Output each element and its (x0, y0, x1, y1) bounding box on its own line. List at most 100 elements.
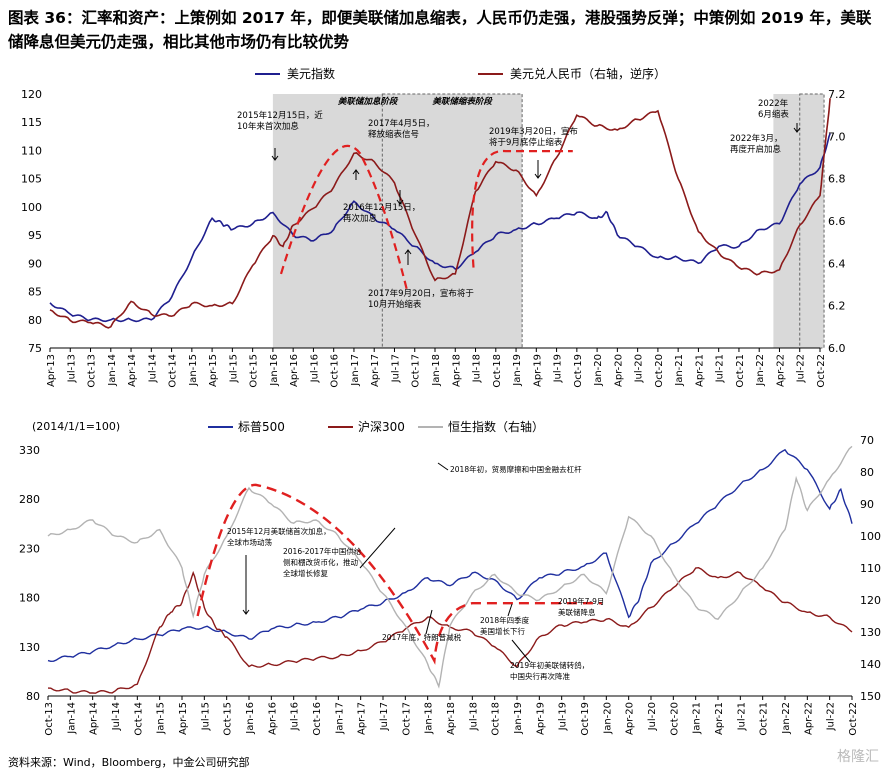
arrow-c2-q4 (507, 603, 513, 617)
x-tick-label: Apr-15 (208, 354, 219, 387)
x-tick-label: Oct-15 (249, 354, 260, 388)
arrow-2019-head (534, 173, 542, 179)
x-tick-label: Apr-19 (532, 354, 543, 387)
x-tick-label: Jul-18 (468, 702, 479, 731)
y-tick-left: 100 (21, 201, 42, 214)
y-tick-right: 100 (860, 530, 881, 543)
series-line-3 (47, 445, 853, 689)
annotation-2019-cut: 美联储降息 (558, 607, 596, 617)
y-tick-right: 6.0 (828, 342, 846, 355)
arrow-2022-head (793, 127, 801, 133)
x-tick-label: Jan-14 (107, 354, 118, 387)
shade-label-hike: 美联储加息阶段 (338, 96, 399, 107)
y-tick-left: 105 (21, 173, 42, 186)
x-tick-label: Jan-17 (334, 702, 345, 735)
arrow-c2-2015-head (242, 609, 250, 615)
x-tick-label: Jan-14 (66, 702, 77, 735)
y-tick-left: 180 (19, 592, 40, 605)
annotation-2019-rrr: 2019年初美联储转鸽， (510, 660, 589, 670)
y-tick-right: 6.2 (828, 300, 846, 313)
x-tick-label: Jul-16 (290, 702, 301, 731)
y-tick-right: 110 (860, 562, 881, 575)
x-tick-label: Jul-17 (390, 354, 401, 383)
y-tick-right: 6.8 (828, 173, 846, 186)
x-tick-label: Apr-18 (446, 702, 457, 735)
x-tick-label: Jul-18 (472, 354, 483, 383)
shade-region (382, 94, 523, 348)
x-tick-label: Jan-15 (188, 354, 199, 387)
x-tick-label: Oct-22 (816, 354, 827, 388)
y-tick-left: 230 (19, 542, 40, 555)
annotation-2022-hike: 2022年3月， (730, 133, 783, 144)
x-tick-label: Apr-15 (178, 702, 189, 735)
shade-label-qt: 美联储缩表阶段 (432, 96, 493, 107)
y-tick-right: 7.0 (828, 130, 846, 143)
x-tick-label: Jan-20 (602, 702, 613, 735)
x-tick-label: Jan-18 (431, 354, 442, 387)
x-tick-label: Apr-22 (775, 354, 786, 387)
annotation-2017-qt: 10月开始缩表 (368, 299, 422, 310)
annotation-2017-signal: 2017年4月5日， (368, 118, 434, 129)
annotation-2015: 全球市场动荡 (227, 537, 272, 547)
chart-usd-cny: 120 115 110 105 100 95 90 85 80 75 6.0 6.2 6.4 6.6 6.8… (21, 66, 846, 388)
x-tick-label: Oct-13 (87, 354, 98, 388)
x-tick-label: Oct-14 (168, 354, 179, 388)
annotation-2019-stop: 2019年3月20日，宣布 (489, 126, 578, 137)
y-tick-right: 6.6 (828, 215, 846, 228)
x-tick-label: Oct-13 (44, 702, 55, 736)
arrow-c2-2016 (359, 527, 396, 569)
x-tick-label: Apr-17 (357, 702, 368, 735)
x-tick-label: Jul-22 (826, 702, 837, 731)
annotation-2019-cut: 2019年7-9月 (558, 596, 604, 606)
x-tick-label: Jan-22 (781, 702, 792, 735)
x-tick-label: Jul-16 (309, 354, 320, 383)
y-tick-left: 80 (26, 690, 40, 703)
y-tick-left: 95 (28, 229, 42, 242)
annotation-2018-q4: 美国增长下行 (480, 626, 525, 636)
annotation-2019-stop: 将于9月底停止缩表 (489, 137, 563, 148)
legend-label-cny: 美元兑人民币（右轴，逆序） (510, 66, 666, 81)
x-tick-label: Jan-18 (424, 702, 435, 735)
x-tick-label: Apr-16 (267, 702, 278, 735)
series-line-1 (49, 133, 831, 323)
page-title: 图表 36：汇率和资产：上策例如 2017 年，即便美联储加息缩表，人民币仍走强… (8, 9, 872, 51)
chart-equities: 330 280 230 180 130 80 150 140 130 120 110 100 90 80 7… (19, 419, 881, 736)
y-tick-left: 110 (21, 144, 42, 157)
y-tick-right: 120 (860, 594, 881, 607)
annotation-2016-2017: 2016-2017年中国供给 (283, 546, 362, 556)
y-tick-right: 70 (860, 434, 874, 447)
annotation-2016-hike: 再次加息 (343, 213, 378, 224)
y-tick-right: 90 (860, 498, 874, 511)
x-tick-label: Oct-20 (654, 354, 665, 388)
x-tick-label: Jul-15 (228, 354, 239, 383)
x-tick-label: Apr-13 (46, 354, 57, 387)
x-tick-label: Jul-19 (558, 702, 569, 731)
x-tick-label: Oct-19 (580, 702, 591, 736)
arrow-c2-2018 (437, 462, 449, 471)
x-tick-label: Apr-16 (289, 354, 300, 387)
x-tick-label: Oct-21 (735, 354, 746, 388)
shade-border (381, 93, 523, 349)
chart-note: (2014/1/1=100) (32, 420, 120, 433)
annotation-2019-rrr: 中国央行再次降准 (510, 671, 570, 681)
x-tick-label: Apr-21 (714, 702, 725, 735)
x-tick-label: Jan-15 (156, 702, 167, 735)
x-tick-label: Jul-22 (796, 354, 807, 383)
x-tick-label: Apr-20 (613, 354, 624, 387)
x-tick-label: Oct-18 (491, 702, 502, 736)
y-tick-left: 80 (28, 314, 42, 327)
arrow-2017b-head (404, 249, 412, 255)
legend-label-csi: 沪深300 (358, 420, 405, 434)
y-tick-right: 150 (860, 690, 881, 703)
x-tick-label: Oct-17 (411, 354, 422, 388)
annotation-2016-2017: 全球增长修复 (283, 568, 328, 578)
arrow-c2-rrr (511, 639, 531, 663)
x-tick-label: Jan-16 (245, 702, 256, 735)
arrow-2015-head (271, 155, 279, 161)
x-tick-label: Apr-14 (89, 702, 100, 735)
annotation-2018-trade: 2018年初，贸易摩擦和中国金融去杠杆 (450, 464, 582, 474)
x-tick-label: Jul-17 (379, 702, 390, 731)
arrow-2016-head (352, 169, 360, 175)
legend-label-hsi: 恒生指数（右轴） (448, 419, 544, 434)
x-tick-label: Apr-17 (370, 354, 381, 387)
